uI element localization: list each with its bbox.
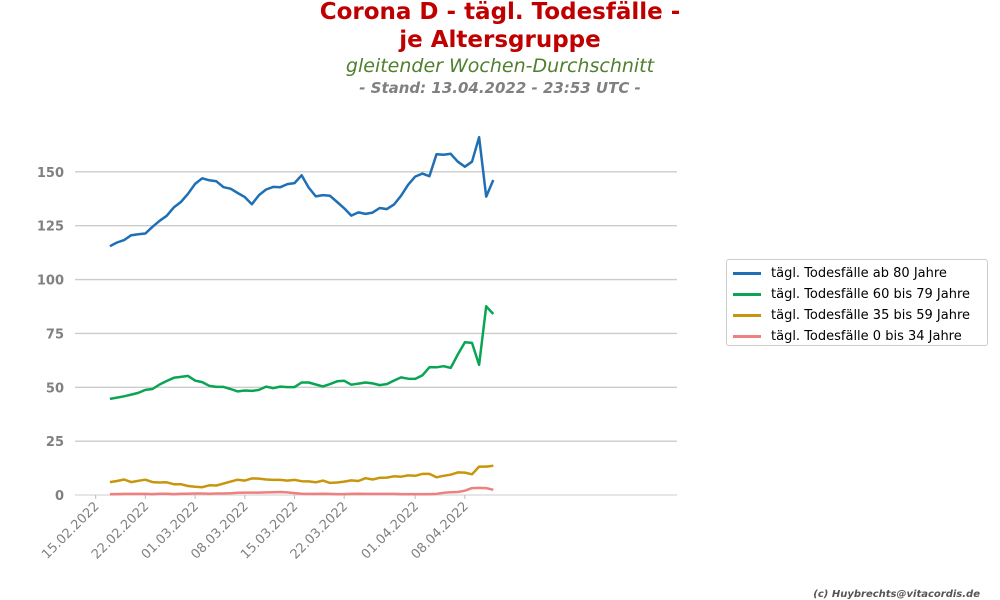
legend-item: tägl. Todesfälle 60 bis 79 Jahre [733,284,987,305]
y-tick-label: 25 [46,435,64,450]
series-line-0 [109,135,495,248]
series-line-2 [109,464,494,489]
series-line-3 [109,486,494,496]
legend-label: tägl. Todesfälle 60 bis 79 Jahre [771,287,971,302]
y-tick-label: 0 [55,489,64,504]
legend-swatch [733,293,761,296]
legend-label: tägl. Todesfälle 0 bis 34 Jahre [771,329,962,344]
legend: tägl. Todesfälle ab 80 Jahre tägl. Todesf… [726,259,988,346]
legend-item: tägl. Todesfälle 0 bis 34 Jahre [733,326,987,347]
chart-title-line-2: je Altersgruppe [399,27,601,53]
y-tick-label: 125 [37,220,64,235]
series-line-1 [109,305,495,401]
y-tick-label: 50 [46,381,64,396]
chart-timestamp: - Stand: 13.04.2022 - 23:53 UTC - [359,79,641,97]
legend-item: tägl. Todesfälle 35 bis 59 Jahre [733,305,987,326]
legend-label: tägl. Todesfälle 35 bis 59 Jahre [771,308,971,323]
credit-text: (c) Huybrechts@vitacordis.de [813,589,980,600]
y-tick-label: 100 [37,274,64,289]
series-lines [109,135,495,496]
legend-label: tägl. Todesfälle ab 80 Jahre [771,266,947,281]
y-tick-label: 150 [37,166,64,181]
chart-subtitle: gleitender Wochen-Durchschnitt [345,55,655,77]
legend-item: tägl. Todesfälle ab 80 Jahre [733,263,987,284]
legend-swatch [733,335,761,338]
gridlines [75,171,677,496]
legend-swatch [733,314,761,317]
chart-title-line-1: Corona D - tägl. Todesfälle - [319,0,681,25]
legend-swatch [733,272,761,275]
y-tick-label: 75 [46,327,64,342]
